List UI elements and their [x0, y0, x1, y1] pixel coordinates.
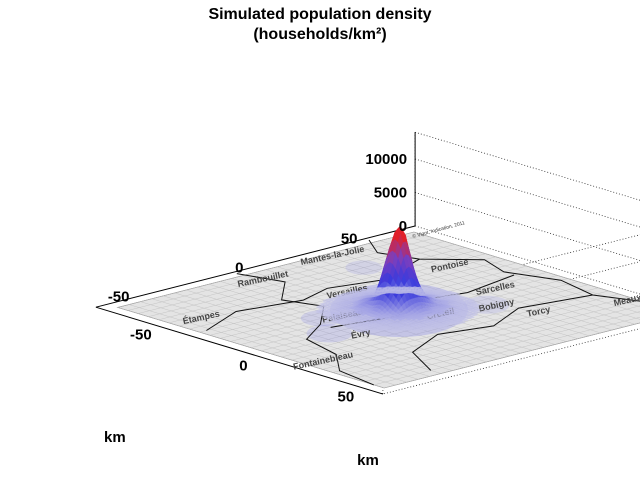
y-axis-label: km	[104, 429, 126, 446]
chart-title-line-1: Simulated population density	[208, 6, 431, 23]
x-axis-label: km	[357, 452, 379, 469]
tick-labels: 0 5000 10000 50 0 -50 -50 0 50	[108, 151, 407, 406]
x-tick-label: 50	[338, 389, 355, 406]
mesh-line	[391, 237, 640, 314]
mesh-line	[322, 293, 619, 370]
z-tick-label: 5000	[374, 185, 407, 202]
grid-line-z	[382, 225, 640, 395]
mesh-line	[379, 240, 640, 320]
chart-title-line-2: (households/km²)	[253, 26, 386, 43]
mesh-line	[312, 290, 609, 367]
mesh-line	[353, 305, 640, 379]
mesh-line	[402, 234, 640, 307]
mesh-line	[373, 316, 640, 386]
map-town-label: Torcy	[526, 304, 551, 319]
y-tick-label: 0	[235, 260, 243, 277]
mesh-line	[343, 300, 640, 376]
surface-facet	[417, 286, 424, 289]
y-tick-label: 50	[341, 231, 358, 248]
axes	[95, 132, 416, 395]
density-haze	[306, 324, 353, 343]
mesh-line	[302, 287, 599, 364]
density-haze	[345, 260, 383, 275]
mesh-line	[363, 311, 640, 382]
mesh-line	[384, 322, 640, 389]
mesh-line	[332, 296, 630, 373]
mesh-line	[368, 243, 635, 325]
map-town-label: Évry	[350, 327, 371, 341]
map-copyright: © Vigot, Indication, 2011	[412, 219, 466, 240]
density-surface	[314, 225, 482, 332]
surface-facet	[446, 290, 453, 293]
mesh-line	[117, 307, 385, 389]
z-tick-label: 10000	[365, 151, 407, 168]
x-tick-label: 0	[239, 358, 247, 375]
map-boundary	[411, 294, 593, 371]
z-tick-label: 0	[399, 218, 407, 235]
y-tick-label: -50	[108, 289, 130, 306]
surface-facet	[436, 289, 442, 291]
surface-facet	[428, 288, 435, 290]
map-boundary	[236, 273, 374, 386]
x-axis-line	[95, 306, 384, 395]
mesh-line	[413, 231, 640, 301]
y-axis-line	[95, 225, 416, 308]
x-tick-label: -50	[130, 327, 152, 344]
